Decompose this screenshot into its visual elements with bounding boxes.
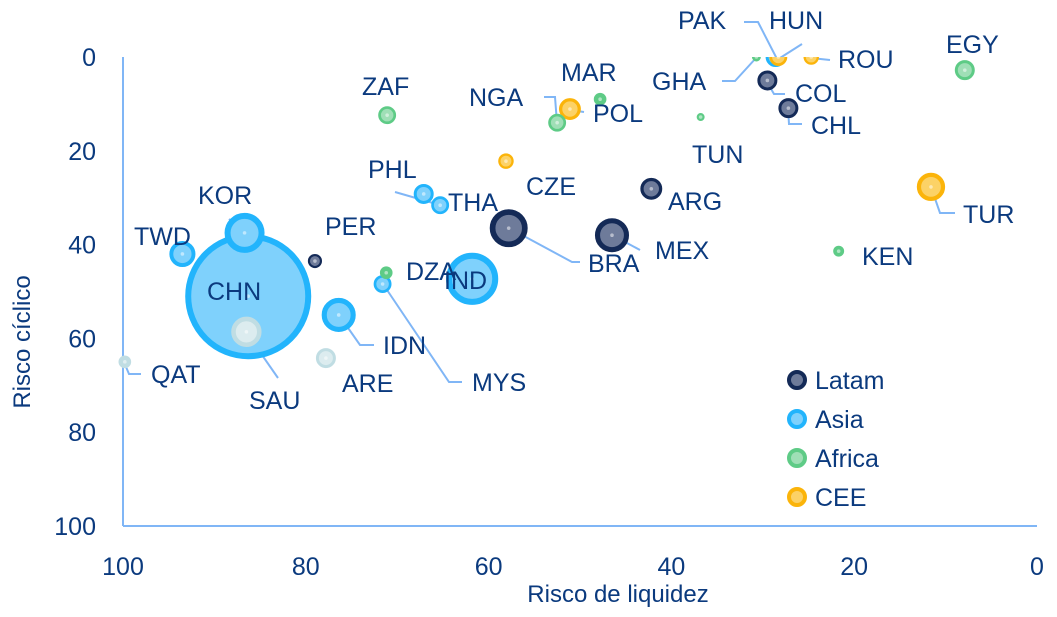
- x-tick-label: 100: [102, 553, 144, 581]
- y-tick-label: 60: [68, 325, 96, 353]
- y-tick-label: 0: [82, 44, 96, 72]
- leader-line: [508, 227, 580, 263]
- point-label-arg: ARG: [668, 188, 722, 216]
- point-label-dza: DZA: [406, 258, 456, 286]
- point-label-tur: TUR: [963, 201, 1014, 229]
- point-label-egy: EGY: [946, 31, 999, 59]
- point-label-tha: THA: [448, 189, 498, 217]
- bubble-center-dot: [506, 226, 511, 230]
- point-label-phl: PHL: [368, 156, 417, 184]
- x-tick-label: 20: [840, 553, 868, 581]
- point-label-ind: IND: [444, 267, 487, 295]
- bubble-center-dot: [313, 259, 317, 263]
- point-label-chn: CHN: [207, 278, 261, 306]
- bubble-center-dot: [698, 115, 703, 119]
- bubble-center-dot: [421, 192, 426, 196]
- x-tick-label: 60: [475, 553, 503, 581]
- legend-marker-africa: [787, 448, 807, 468]
- point-label-pak: PAK: [678, 7, 726, 35]
- point-label-idn: IDN: [383, 332, 426, 360]
- legend-label-asia: Asia: [815, 406, 864, 434]
- legend-label-africa: Africa: [815, 445, 879, 473]
- bubble-rou: [803, 57, 819, 65]
- bubble-center-dot: [555, 120, 559, 125]
- legend-marker-cee: [787, 487, 807, 507]
- point-label-ken: KEN: [862, 243, 913, 271]
- bubble-center-dot: [123, 360, 127, 364]
- point-label-gha: GHA: [652, 68, 707, 96]
- leader-line: [722, 57, 757, 82]
- bubble-center-dot: [244, 330, 249, 334]
- y-axis-title: Risco cíclico: [9, 275, 36, 408]
- point-label-mar: MAR: [561, 59, 617, 87]
- x-tick-label: 80: [292, 553, 320, 581]
- point-label-sau: SAU: [249, 387, 300, 415]
- legend-label-latam: Latam: [815, 367, 884, 395]
- legend-marker-latam: [787, 370, 807, 390]
- point-label-qat: QAT: [151, 361, 201, 389]
- leader-line: [382, 283, 462, 383]
- bubbles: [118, 57, 975, 369]
- point-label-pol: POL: [593, 100, 643, 128]
- bubble-center-dot: [809, 57, 814, 59]
- y-tick-label: 100: [54, 513, 96, 541]
- bubble-center-dot: [180, 252, 185, 256]
- point-label-rou: ROU: [838, 46, 894, 74]
- x-tick-label: 40: [657, 553, 685, 581]
- legend: Latam Asia Africa CEE: [787, 367, 884, 512]
- point-label-chl: CHL: [811, 112, 861, 140]
- point-label-twd: TWD: [134, 223, 191, 251]
- bubble-hun: [769, 57, 788, 66]
- bubble-center-dot: [929, 185, 933, 189]
- bubble-center-dot: [470, 277, 474, 281]
- point-label-are: ARE: [342, 370, 393, 398]
- bubble-center-dot: [385, 113, 389, 117]
- bubble-center-dot: [384, 270, 389, 275]
- leader-line: [744, 21, 778, 60]
- point-label-nga: NGA: [469, 84, 524, 112]
- point-label-tun: TUN: [692, 141, 743, 169]
- y-tick-label: 20: [68, 138, 96, 166]
- bubble-center-dot: [242, 231, 247, 235]
- point-label-per: PER: [325, 213, 376, 241]
- bubble-center-dot: [754, 57, 759, 59]
- y-tick-labels: 0 20 40 60 80 100: [54, 44, 96, 541]
- bubble-center-dot: [610, 233, 614, 238]
- leader-line: [779, 43, 803, 59]
- bubble-center-dot: [598, 97, 602, 102]
- bubble-center-dot: [568, 107, 572, 111]
- x-axis-title: Risco de liquidez: [527, 581, 708, 608]
- x-tick-label: 0: [1030, 553, 1044, 581]
- y-tick-label: 40: [68, 232, 96, 260]
- bubble-center-dot: [336, 313, 341, 317]
- bubble-center-dot: [786, 106, 791, 110]
- bubble-center-dot: [836, 249, 841, 253]
- bubble-center-dot: [246, 294, 251, 298]
- bubble-center-dot: [504, 159, 508, 163]
- bubble-center-dot: [324, 356, 328, 360]
- bubble-center-dot: [776, 57, 781, 59]
- bubble-center-dot: [438, 203, 442, 208]
- x-tick-labels: 100 80 60 40 20 0: [102, 553, 1044, 581]
- point-label-zaf: ZAF: [362, 73, 409, 101]
- y-tick-label: 80: [68, 419, 96, 447]
- point-label-mys: MYS: [472, 369, 526, 397]
- point-label-mex: MEX: [655, 237, 710, 265]
- point-label-col: COL: [795, 80, 847, 108]
- point-label-kor: KOR: [198, 182, 252, 210]
- legend-label-cee: CEE: [815, 484, 866, 512]
- point-label-cze: CZE: [526, 173, 576, 201]
- bubble-center-dot: [380, 282, 385, 286]
- legend-marker-asia: [787, 409, 807, 429]
- bubble-center-dot: [649, 186, 654, 191]
- bubble-gha: [751, 57, 761, 62]
- point-label-bra: BRA: [588, 250, 640, 278]
- bubble-center-dot: [765, 78, 770, 83]
- bubble-center-dot: [962, 68, 967, 72]
- point-label-hun: HUN: [769, 7, 823, 35]
